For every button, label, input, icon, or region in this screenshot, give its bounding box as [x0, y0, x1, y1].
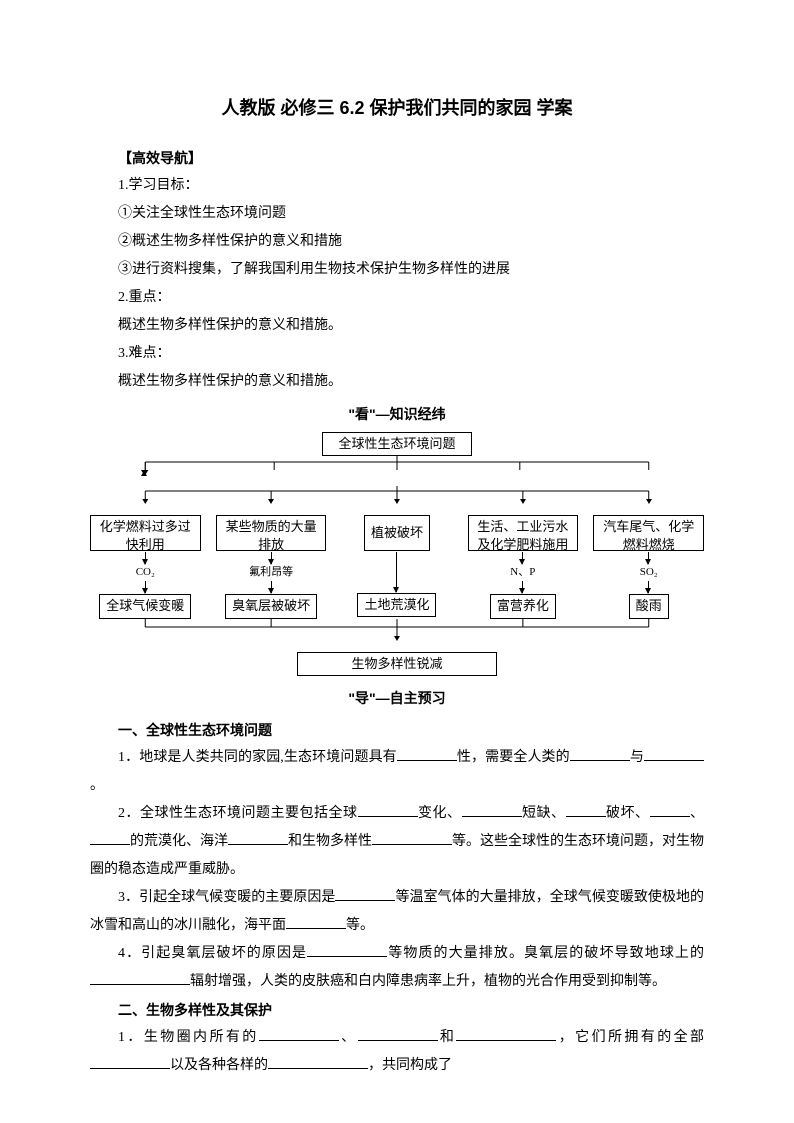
diagram-top-connector — [90, 456, 704, 476]
blank — [259, 1025, 339, 1040]
text: 性，需要全人类的 — [457, 750, 570, 765]
text: 1．生物圈内所有的 — [118, 1030, 259, 1045]
effect-box-3: 土地荒漠化 — [357, 593, 436, 617]
text: 破坏、 — [606, 806, 650, 821]
text: ，它们所拥有的全部 — [556, 1030, 704, 1045]
blank — [372, 829, 452, 844]
effect-box-1: 全球气候变暖 — [99, 594, 191, 618]
diagram-top-box: 全球性生态环境问题 — [322, 432, 472, 456]
effect-box-2: 臭氧层被破坏 — [225, 594, 317, 618]
arrow-icon — [522, 552, 523, 564]
blank — [90, 969, 190, 984]
text: 。 — [90, 778, 104, 793]
text: 的荒漠化、海洋 — [130, 834, 228, 849]
arrow-icon — [648, 552, 649, 564]
para-2: 2．全球性生态环境问题主要包括全球 变化、 短缺、 破坏、 、的荒漠化、海洋 和生物多样性… — [90, 800, 704, 884]
text: 3．引起全球气候变暖的主要原因是 — [118, 890, 335, 905]
cause-box-3: 植被破坏 — [364, 515, 430, 551]
cause-box-5: 汽车尾气、化学燃料燃烧 — [593, 515, 704, 551]
blank — [462, 801, 522, 816]
blank — [397, 745, 457, 760]
mid-label-2: 氟利昂等 — [249, 566, 293, 579]
blank — [307, 941, 387, 956]
para-3: 3．引起全球气候变暖的主要原因是等温室气体的大量排放，全球气候变暖致使极地的冰雪… — [90, 884, 704, 940]
blank — [268, 1053, 368, 1068]
arrow-icon — [145, 581, 146, 593]
goal-1: ①关注全球性生态环境问题 — [90, 200, 704, 228]
para-5: 1．生物圈内所有的 、 和 ，它们所拥有的全部以及各种各样的 ，共同构成了 — [90, 1024, 704, 1080]
arrow-icon — [396, 552, 397, 592]
blank — [456, 1025, 556, 1040]
diagram-bottom-connector — [90, 619, 704, 641]
mid-label-1: CO₂ — [136, 566, 155, 579]
text: 和生物多样性 — [288, 834, 372, 849]
blank — [335, 885, 395, 900]
arrow-icon — [271, 581, 272, 593]
arrow-icon — [648, 581, 649, 593]
text: 1．地球是人类共同的家园,生态环境问题具有 — [118, 750, 397, 765]
text: 2．全球性生态环境问题主要包括全球 — [118, 806, 358, 821]
blank — [566, 801, 606, 816]
para-4: 4．引起臭氧层破坏的原因是 等物质的大量排放。臭氧层的破坏导致地球上的辐射增强，人… — [90, 940, 704, 996]
cause-box-1: 化学燃料过多过快利用 — [90, 515, 201, 551]
para-1: 1．地球是人类共同的家园,生态环境问题具有 性，需要全人类的 与。 — [90, 744, 704, 800]
section-nav-heading: 【高效导航】 — [90, 144, 704, 172]
text: 短缺、 — [522, 806, 566, 821]
blank — [644, 745, 704, 760]
blank — [286, 913, 346, 928]
text: 与 — [630, 750, 644, 765]
cause-box-2: 某些物质的大量排放 — [216, 515, 327, 551]
text: 变化、 — [418, 806, 462, 821]
effect-box-5: 酸雨 — [629, 594, 669, 618]
see-section-title: "看"—知识经纬 — [90, 400, 704, 428]
effect-box-4: 富营养化 — [490, 594, 556, 618]
heading-1: 一、全球性生态环境问题 — [90, 716, 704, 744]
arrow-icon — [145, 552, 146, 564]
text: 以及各种各样的 — [170, 1058, 268, 1073]
arrow-icon — [271, 552, 272, 564]
text: 等。 — [346, 918, 374, 933]
blank — [90, 829, 130, 844]
goals-heading: 1.学习目标： — [90, 172, 704, 200]
keypoint-text: 概述生物多样性保护的意义和措施。 — [90, 312, 704, 340]
cause-box-4: 生活、工业污水及化学肥料施用 — [468, 515, 579, 551]
knowledge-diagram: 全球性生态环境问题 — [90, 432, 704, 676]
blank — [570, 745, 630, 760]
heading-2: 二、生物多样性及其保护 — [90, 996, 704, 1024]
blank — [228, 829, 288, 844]
text: 和 — [438, 1030, 457, 1045]
blank — [358, 801, 418, 816]
blank — [358, 1025, 438, 1040]
difficulty-text: 概述生物多样性保护的意义和措施。 — [90, 368, 704, 396]
text: 等物质的大量排放。臭氧层的破坏导致地球上的 — [387, 946, 704, 961]
mid-label-4: N、P — [510, 566, 535, 579]
text: 辐射增强，人类的皮肤癌和白内障患病率上升，植物的光合作用受到抑制等。 — [190, 974, 666, 989]
mid-label-5: SO₂ — [640, 566, 658, 579]
diagram-fanout — [90, 486, 704, 504]
text: ，共同构成了 — [368, 1058, 452, 1073]
page-title: 人教版 必修三 6.2 保护我们共同的家园 学案 — [90, 90, 704, 126]
goal-3: ③进行资料搜集，了解我国利用生物技术保护生物多样性的进展 — [90, 256, 704, 284]
text: 、 — [690, 806, 705, 821]
goal-2: ②概述生物多样性保护的意义和措施 — [90, 228, 704, 256]
blank — [90, 1053, 170, 1068]
text: 、 — [339, 1030, 358, 1045]
diagram-cause-row: 化学燃料过多过快利用 CO₂ 全球气候变暖 某些物质的大量排放 氟利昂等 臭氧层… — [90, 515, 704, 618]
guide-section-title: "导"—自主预习 — [90, 684, 704, 712]
keypoint-heading: 2.重点： — [90, 284, 704, 312]
diagram-bottom-box: 生物多样性锐减 — [297, 652, 497, 676]
blank — [650, 801, 690, 816]
arrow-icon — [522, 581, 523, 593]
text: 4．引起臭氧层破坏的原因是 — [118, 946, 307, 961]
difficulty-heading: 3.难点： — [90, 340, 704, 368]
